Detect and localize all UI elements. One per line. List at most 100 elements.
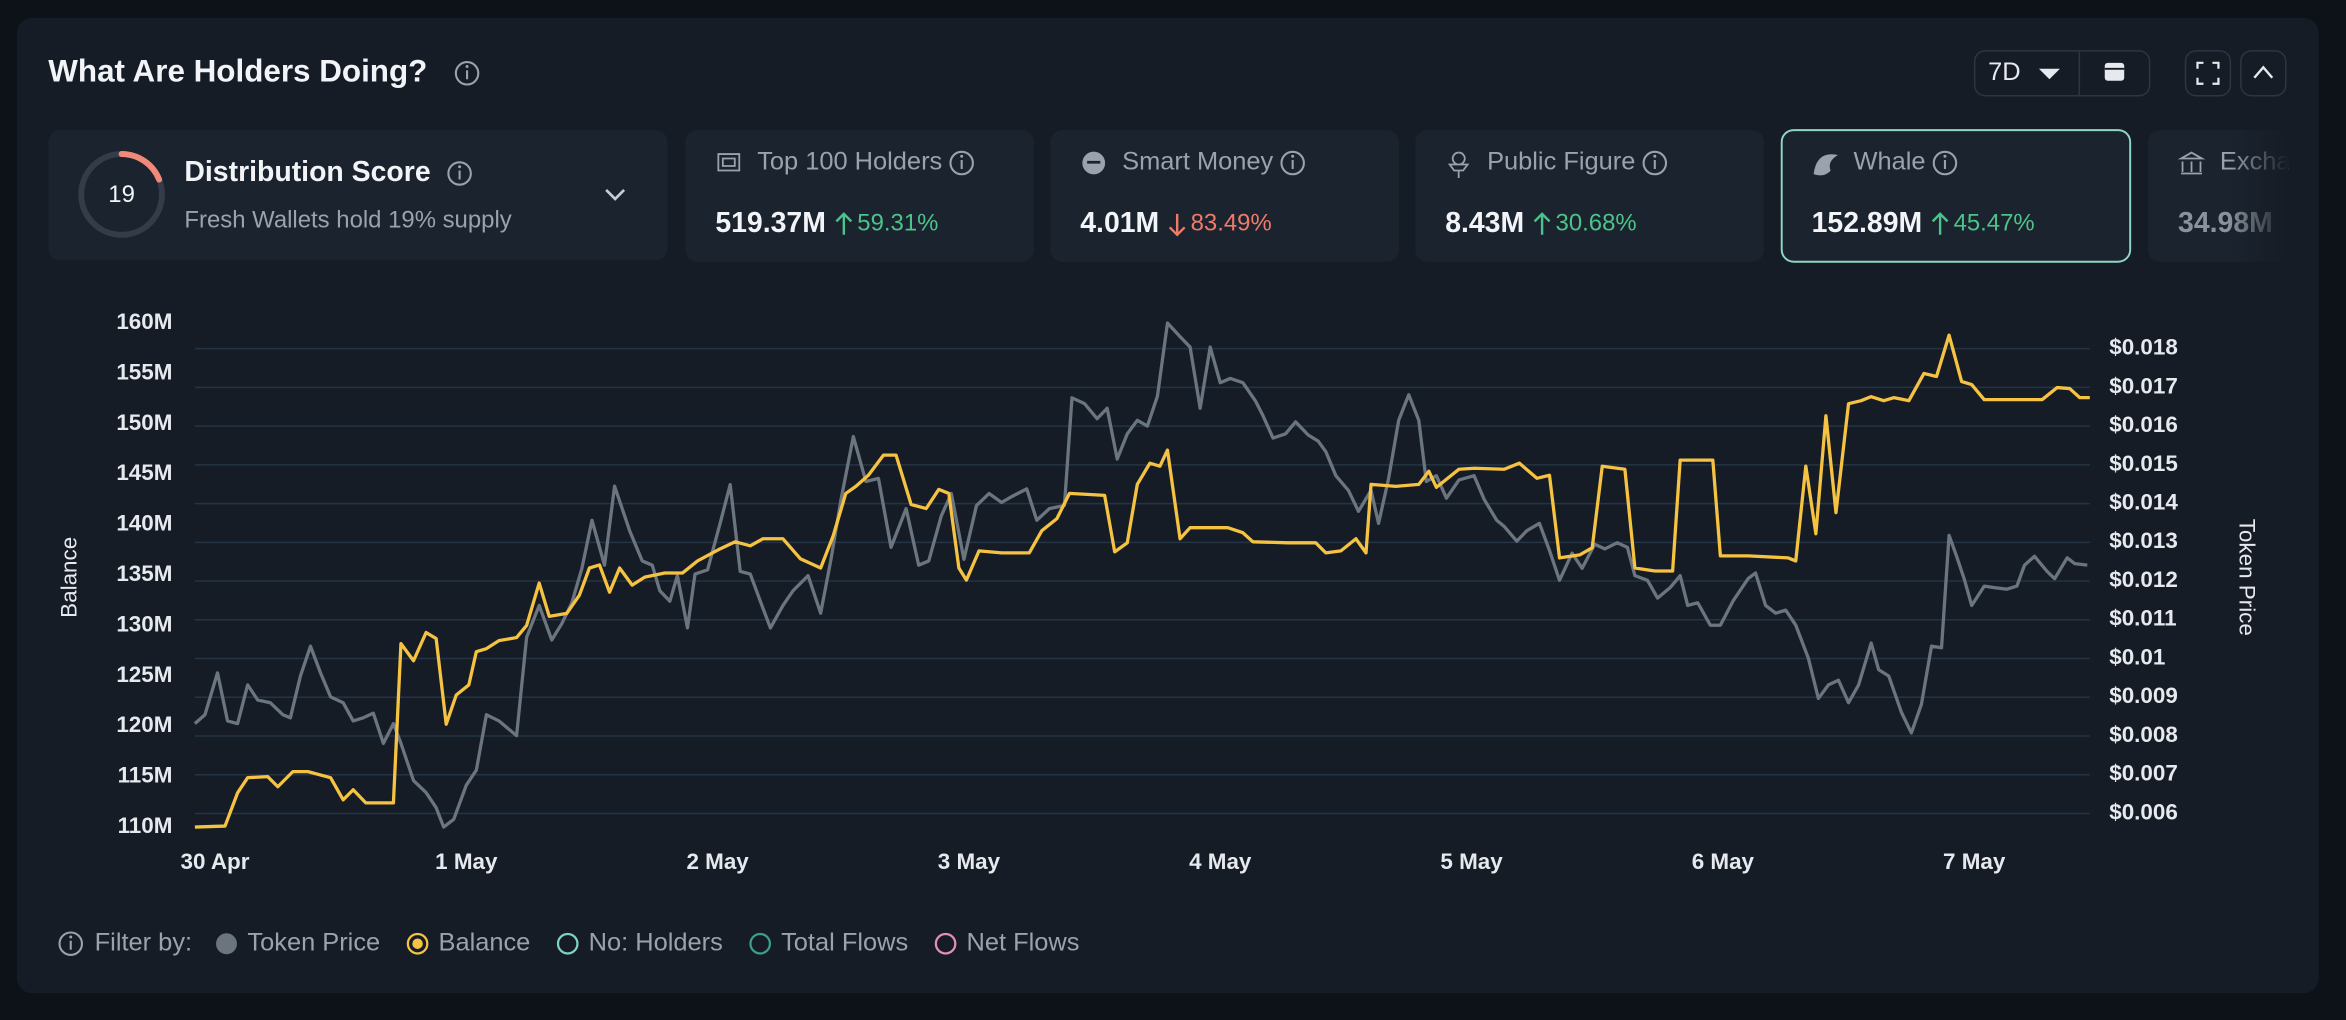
calendar-button[interactable] — [2104, 62, 2125, 81]
x-tick-label: 3 May — [938, 849, 1001, 874]
legend-item[interactable]: Total Flows — [749, 928, 908, 956]
series-line — [193, 321, 2088, 829]
legend-dot — [412, 938, 423, 949]
card-change: 30.68% — [1556, 210, 1637, 237]
y2-tick-label: $0.016 — [2109, 412, 2178, 437]
y2-tick-label: $0.018 — [2109, 335, 2178, 360]
y2-tick-label: $0.01 — [2109, 644, 2165, 669]
legend-swatch — [216, 933, 237, 955]
card-icon — [1447, 151, 1470, 178]
distribution-card[interactable]: 19 Distribution Score Fresh Wallets hold… — [48, 130, 668, 261]
y-tick-label: 130M — [116, 611, 172, 636]
card-label: Smart Money — [1122, 148, 1273, 176]
card-label: Top 100 Holders — [757, 148, 942, 176]
info-icon[interactable] — [454, 61, 480, 86]
change-arrow — [1533, 212, 1551, 235]
legend-item[interactable]: Token Price — [216, 928, 380, 956]
series-line — [194, 333, 2090, 829]
y2-tick-label: $0.008 — [2109, 722, 2178, 747]
card-bg — [1780, 129, 2132, 263]
y-tick-label: 110M — [118, 813, 173, 838]
card-value: 152.89M — [1812, 207, 1923, 239]
change-arrow — [1931, 212, 1949, 235]
info-ring — [1280, 150, 1305, 176]
card-row: Top 100 Holders 519.37M 59.31% Smart Money 4… — [685, 129, 2289, 263]
score-arc — [118, 151, 163, 183]
card-value: 4.01M — [1080, 207, 1159, 239]
legend-swatch — [934, 932, 957, 955]
legend-label: Token Price — [247, 928, 380, 956]
info-dot — [960, 154, 964, 158]
period-label: 7D — [1988, 58, 2020, 86]
info-ring — [949, 150, 974, 176]
y-tick-label: 155M — [116, 359, 172, 384]
y2-tick-label: $0.013 — [2109, 528, 2178, 553]
legend-label: No: Holders — [589, 928, 723, 956]
x-tick-label: 1 May — [435, 849, 498, 874]
info-ring — [1642, 150, 1668, 176]
info-icon — [1280, 150, 1305, 176]
card-change: 83.49% — [1191, 210, 1272, 237]
y2-tick-label: $0.015 — [2109, 451, 2178, 476]
y2-tick-label: $0.006 — [2109, 799, 2178, 824]
legend-label: Balance — [439, 928, 531, 956]
holder-card[interactable]: Public Figure 8.43M 30.68% — [1415, 130, 1764, 262]
holder-card[interactable]: Whale 152.89M 45.47% — [1780, 129, 2132, 263]
info-ring — [1932, 150, 1958, 176]
card-bg — [685, 130, 1034, 262]
card-fade — [2228, 130, 2289, 262]
score: 19 — [108, 181, 135, 208]
card-change: 45.47% — [1954, 210, 2035, 237]
legend-label: Total Flows — [781, 928, 908, 956]
legend-item[interactable]: Net Flows — [934, 928, 1080, 956]
legend-swatch — [749, 932, 772, 955]
info-icon — [1642, 150, 1668, 176]
x-tick-label: 4 May — [1189, 849, 1252, 874]
card-label: Whale — [1853, 148, 1925, 176]
change-arrow — [1168, 213, 1186, 237]
panel-title: What Are Holders Doing? — [48, 54, 427, 89]
x-tick-label: 7 May — [1943, 849, 2006, 874]
card-icon — [1082, 151, 1106, 175]
card-bg — [1050, 130, 1399, 262]
y-tick-label: 150M — [116, 410, 172, 435]
holder-card[interactable]: Top 100 Holders 519.37M 59.31% — [685, 130, 1034, 262]
y-tick-label: 160M — [116, 309, 172, 334]
y-tick-label: 145M — [116, 460, 172, 485]
y2-tick-label: $0.011 — [2109, 606, 2176, 631]
y2-tick-label: $0.012 — [2109, 567, 2178, 592]
legend-swatch — [406, 932, 429, 955]
x-tick-label: 6 May — [1692, 849, 1755, 874]
y2-axis-label: Token Price — [2234, 519, 2259, 636]
info-icon — [1932, 150, 1958, 176]
info-dot — [1653, 154, 1657, 158]
legend-item[interactable]: No: Holders — [556, 928, 723, 956]
distribution-title: Distribution Score — [184, 156, 430, 188]
card-label: Public Figure — [1487, 148, 1635, 176]
y2-tick-label: $0.017 — [2109, 373, 2178, 398]
legend-item[interactable]: Balance — [406, 928, 531, 956]
period-dropdown[interactable]: 7D — [1973, 50, 2151, 97]
collapse-button[interactable] — [2240, 50, 2287, 97]
info-ring — [58, 931, 84, 956]
card-value: 8.43M — [1445, 207, 1524, 239]
legend-label: Net Flows — [967, 928, 1080, 956]
y-tick-label: 140M — [116, 511, 172, 536]
distribution-subtitle: Fresh Wallets hold 19% supply — [184, 207, 511, 234]
legend: Filter by: Token Price Balance No: Holders T… — [58, 928, 1080, 956]
card-change: 59.31% — [857, 210, 938, 237]
y-tick-label: 125M — [116, 662, 172, 687]
y2-tick-label: $0.014 — [2109, 490, 2178, 515]
card-icon — [717, 153, 741, 172]
x-tick-label: 5 May — [1440, 849, 1503, 874]
card-icon — [1813, 154, 1838, 176]
x-tick-label: 2 May — [686, 849, 749, 874]
x-tick-label: 30 Apr — [181, 849, 250, 874]
holder-card[interactable]: Smart Money 4.01M 83.49% — [1050, 130, 1399, 262]
info-icon — [58, 931, 84, 956]
change-arrow — [835, 212, 853, 235]
expand-button[interactable] — [2184, 50, 2232, 97]
y-tick-label: 120M — [116, 712, 172, 737]
